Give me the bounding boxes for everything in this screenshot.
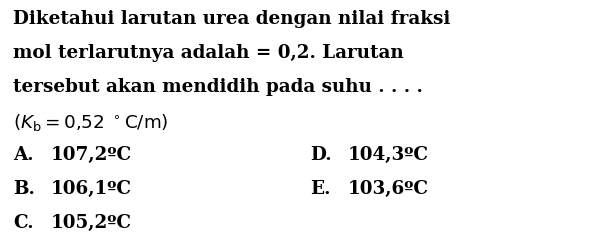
Text: E.: E.	[310, 180, 331, 198]
Text: tersebut akan mendidih pada suhu . . . .: tersebut akan mendidih pada suhu . . . .	[13, 78, 423, 96]
Text: $(\mathit{K}_\mathrm{b} = 0{,}52\ ^\circ\mathrm{C/m})$: $(\mathit{K}_\mathrm{b} = 0{,}52\ ^\circ…	[13, 112, 168, 133]
Text: C.: C.	[13, 214, 33, 232]
Text: mol terlarutnya adalah = 0,2. Larutan: mol terlarutnya adalah = 0,2. Larutan	[13, 44, 404, 62]
Text: 106,1ºC: 106,1ºC	[51, 180, 132, 198]
Text: B.: B.	[13, 180, 35, 198]
Text: 105,2ºC: 105,2ºC	[51, 214, 132, 232]
Text: 107,2ºC: 107,2ºC	[51, 146, 132, 164]
Text: 104,3ºC: 104,3ºC	[348, 146, 429, 164]
Text: Diketahui larutan urea dengan nilai fraksi: Diketahui larutan urea dengan nilai frak…	[13, 10, 450, 28]
Text: D.: D.	[310, 146, 331, 164]
Text: A.: A.	[13, 146, 33, 164]
Text: 103,6ºC: 103,6ºC	[348, 180, 429, 198]
